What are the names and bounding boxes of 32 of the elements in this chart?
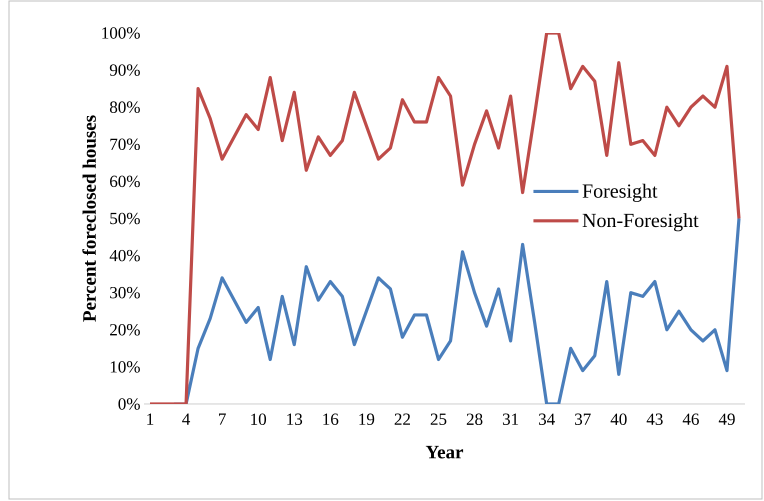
x-tick-label: 16 [323,414,338,425]
y-tick-label: 30% [110,286,140,298]
legend-label: Non-Foresight [582,213,699,232]
x-tick-label: 46 [682,414,699,425]
y-tick-label: 20% [110,324,140,336]
y-tick-label: 90% [110,64,140,76]
y-tick-label: 0% [118,398,140,410]
y-axis-title: Percent foreclosed houses [82,115,96,322]
x-tick-label: 25 [430,414,446,425]
x-axis-title: Year [426,446,464,458]
x-tick-label: 43 [646,414,663,425]
y-tick-label: 100% [102,27,140,39]
x-tick-label: 13 [287,414,302,425]
y-tick-label: 60% [110,176,140,188]
x-tick-label: 10 [251,414,266,425]
x-tick-label: 40 [610,414,627,425]
x-tick-label: 19 [359,414,374,425]
x-tick-label: 31 [502,414,518,425]
y-tick-label: 10% [110,361,140,373]
y-tick-label: 50% [110,212,140,224]
y-tick-label: 80% [110,101,140,113]
x-tick-label: 1 [147,414,154,425]
x-tick-label: 28 [466,414,482,425]
y-tick-label: 70% [110,138,140,150]
x-tick-label: 7 [219,414,226,425]
x-tick-label: 22 [394,414,410,425]
legend-label: Foresight [582,184,658,202]
x-tick-label: 37 [575,414,591,425]
x-tick-label: 49 [718,414,735,425]
y-tick-label: 40% [110,250,140,262]
x-tick-label: 4 [182,414,190,425]
x-tick-label: 34 [538,414,555,425]
